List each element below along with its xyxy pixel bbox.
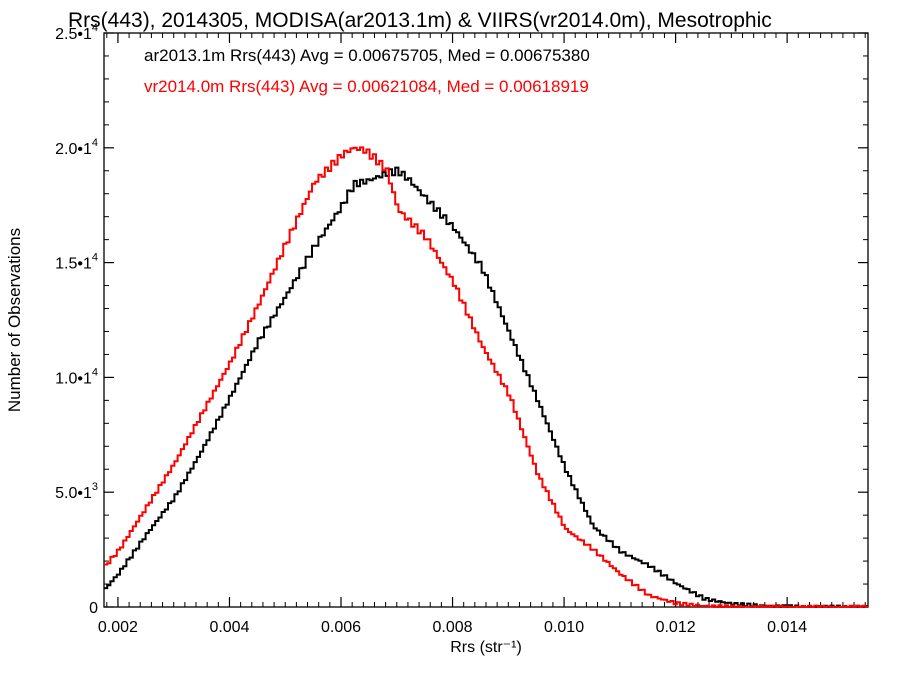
y-tick-label: 1.5•14 bbox=[55, 252, 98, 273]
x-tick-label: 0.008 bbox=[433, 619, 473, 636]
x-tick-label: 0.004 bbox=[209, 619, 249, 636]
y-tick-label: 2.5•14 bbox=[55, 22, 98, 43]
x-axis-label: Rrs (str⁻¹) bbox=[450, 639, 522, 656]
x-tick-label: 0.002 bbox=[98, 619, 138, 636]
x-tick-label: 0.010 bbox=[544, 619, 584, 636]
x-tick-label: 0.006 bbox=[321, 619, 361, 636]
chart-title: Rrs(443), 2014305, MODISA(ar2013.1m) & V… bbox=[68, 9, 772, 32]
series-line-viirs bbox=[104, 146, 868, 608]
y-tick-label: 0 bbox=[89, 600, 98, 617]
y-tick-label: 1.0•14 bbox=[55, 366, 98, 387]
plot-frame bbox=[103, 32, 869, 608]
legend-entry-viirs: vr2014.0m Rrs(443) Avg = 0.00621084, Med… bbox=[144, 77, 589, 96]
y-tick-label: 5.0•13 bbox=[55, 481, 98, 502]
x-axis: 0.002 0.004 0.006 0.008 0.010 0.012 0.014 bbox=[98, 33, 866, 636]
y-axis-label: Number of Observations bbox=[5, 228, 24, 412]
legend-entry-modis: ar2013.1m Rrs(443) Avg = 0.00675705, Med… bbox=[144, 46, 590, 65]
y-axis: 0 5.0•13 1.0•14 1.5•14 2.0•14 2.5•14 bbox=[55, 22, 868, 617]
x-tick-label: 0.014 bbox=[767, 619, 807, 636]
y-tick-label: 2.0•14 bbox=[55, 137, 98, 158]
series-layer bbox=[104, 146, 868, 608]
x-tick-label: 0.012 bbox=[656, 619, 696, 636]
